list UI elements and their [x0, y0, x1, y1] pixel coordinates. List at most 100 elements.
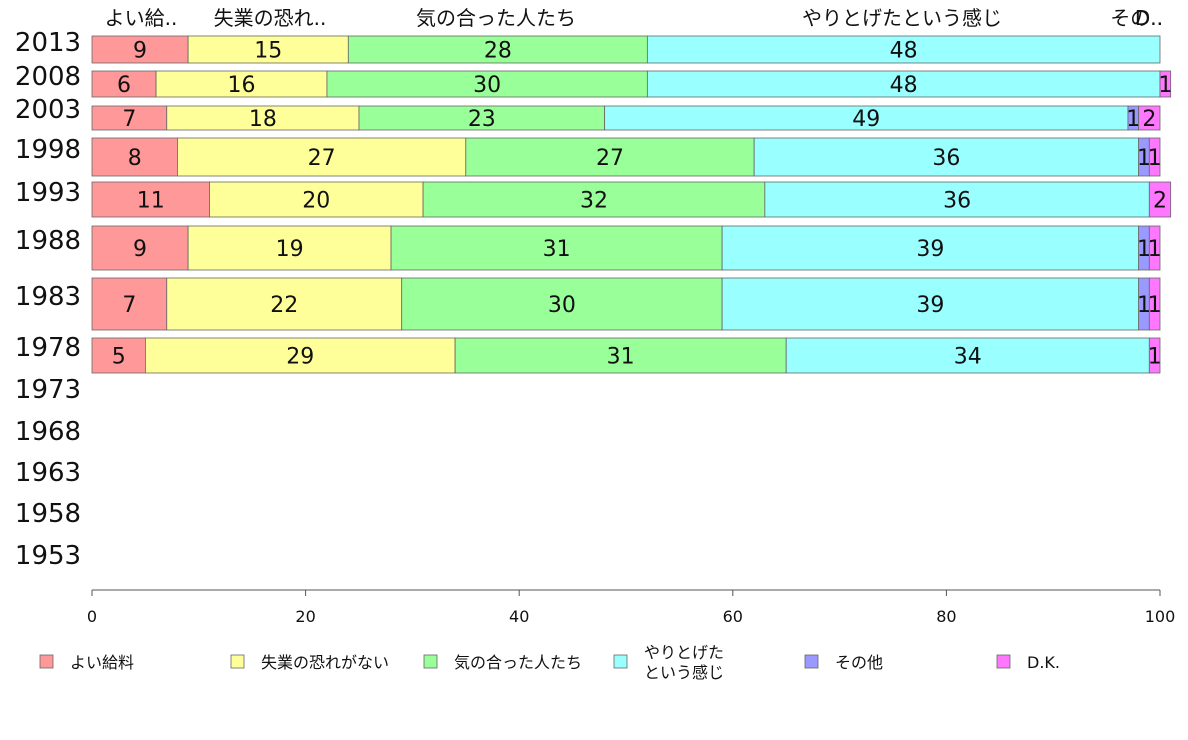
- bar-segment: [454, 337, 787, 374]
- bar-value-label: 2: [1142, 107, 1156, 132]
- bar-segment: [347, 35, 648, 64]
- bar-segment: [177, 137, 467, 177]
- year-label: 1998: [15, 135, 81, 165]
- bar-value-label: 8: [128, 146, 142, 171]
- bar-segment: [604, 105, 1129, 131]
- year-label: 1988: [15, 226, 81, 256]
- bar-value-label: 30: [548, 293, 576, 318]
- bar-value-label: 32: [580, 189, 608, 214]
- bar-value-label: 1: [1137, 146, 1151, 171]
- bar-value-label: 31: [607, 345, 635, 370]
- bar-value-label: 23: [468, 107, 496, 132]
- series-top-label: その..: [1110, 6, 1163, 30]
- bar-value-label: 1: [1126, 107, 1140, 132]
- bar-segment: [91, 105, 168, 131]
- x-tick-label: 40: [509, 607, 529, 626]
- x-tick-label: 80: [936, 607, 956, 626]
- year-label: 1963: [15, 458, 81, 488]
- year-label: 1973: [15, 375, 81, 405]
- bar-segment: [390, 225, 723, 271]
- bar-value-label: 5: [112, 345, 126, 370]
- bar-value-label: 27: [596, 146, 624, 171]
- bar-value-label: 48: [890, 73, 918, 98]
- bar-value-label: 1: [1148, 345, 1162, 370]
- bar-segment: [1148, 225, 1161, 271]
- bar-value-label: 19: [276, 237, 304, 262]
- bar-segment: [358, 105, 606, 131]
- bar-segment: [465, 137, 755, 177]
- bar-value-label: 49: [852, 107, 880, 132]
- bar-value-label: 39: [916, 293, 944, 318]
- year-label: 2013: [15, 28, 81, 58]
- bar-segment: [721, 225, 1140, 271]
- x-tick-label: 20: [295, 607, 315, 626]
- legend-label: 失業の恐れがない: [261, 653, 389, 672]
- bar-segment: [401, 277, 723, 331]
- bar-value-label: 7: [122, 293, 136, 318]
- bar-segment: [1148, 181, 1172, 218]
- bar-segment: [187, 35, 349, 64]
- series-top-label: 気の合った人たち: [416, 6, 576, 30]
- bar-value-label: 36: [932, 146, 960, 171]
- legend-swatch: [230, 654, 245, 669]
- legend-label: やりとげた: [644, 643, 724, 662]
- bar-value-label: 9: [133, 39, 147, 64]
- legend-swatch: [996, 654, 1011, 669]
- bar-segment: [91, 70, 157, 98]
- year-label: 1993: [15, 178, 81, 208]
- bar-value-label: 1: [1137, 293, 1151, 318]
- bar-value-label: 29: [286, 345, 314, 370]
- bar-value-label: 2: [1153, 189, 1167, 214]
- bar-value-label: 16: [228, 73, 256, 98]
- bar-value-label: 48: [890, 39, 918, 64]
- bar-value-label: 1: [1137, 237, 1151, 262]
- series-top-label: やりとげたという感じ: [802, 6, 1002, 30]
- bar-value-label: 22: [270, 293, 298, 318]
- legend-label: その他: [835, 653, 883, 672]
- bar-value-label: 36: [943, 189, 971, 214]
- bar-segment: [646, 70, 1161, 98]
- bar-segment: [91, 337, 146, 374]
- bar-segment: [166, 277, 403, 331]
- legend-label: D.K.: [1027, 653, 1060, 672]
- bar-segment: [422, 181, 766, 218]
- bar-value-label: 34: [954, 345, 982, 370]
- x-tick-label: 0: [87, 607, 97, 626]
- bar-segment: [91, 137, 178, 177]
- bar-segment: [1138, 105, 1161, 131]
- series-top-label: よい給..: [105, 6, 178, 30]
- bar-segment: [187, 225, 392, 271]
- bar-segment: [91, 35, 189, 64]
- bar-value-label: 7: [122, 107, 136, 132]
- bar-segment: [753, 137, 1140, 177]
- bar-segment: [721, 277, 1140, 331]
- series-top-label: 失業の恐れ..: [214, 6, 327, 30]
- bar-segment: [155, 70, 328, 98]
- year-label: 2008: [15, 62, 81, 92]
- legend-swatch: [804, 654, 819, 669]
- year-label: 1983: [15, 282, 81, 312]
- bar-value-label: 1: [1148, 146, 1162, 171]
- bar-segment: [764, 181, 1150, 218]
- legend-swatch: [39, 654, 54, 669]
- bar-value-label: 18: [249, 107, 277, 132]
- legend-swatch: [423, 654, 438, 669]
- bar-value-label: 30: [473, 73, 501, 98]
- year-label: 2003: [15, 95, 81, 125]
- bar-value-label: 15: [254, 39, 282, 64]
- legend-label: よい給料: [70, 653, 134, 672]
- x-tick-label: 60: [723, 607, 743, 626]
- legend-label: 気の合った人たち: [454, 653, 582, 672]
- bar-value-label: 39: [916, 237, 944, 262]
- year-label: 1968: [15, 417, 81, 447]
- bar-value-label: 31: [543, 237, 571, 262]
- bar-value-label: 11: [137, 189, 165, 214]
- bar-segment: [646, 35, 1161, 64]
- bar-segment: [166, 105, 360, 131]
- legend-swatch: [613, 654, 628, 669]
- bar-segment: [209, 181, 424, 218]
- bar-segment: [1148, 277, 1161, 331]
- bar-value-label: 27: [308, 146, 336, 171]
